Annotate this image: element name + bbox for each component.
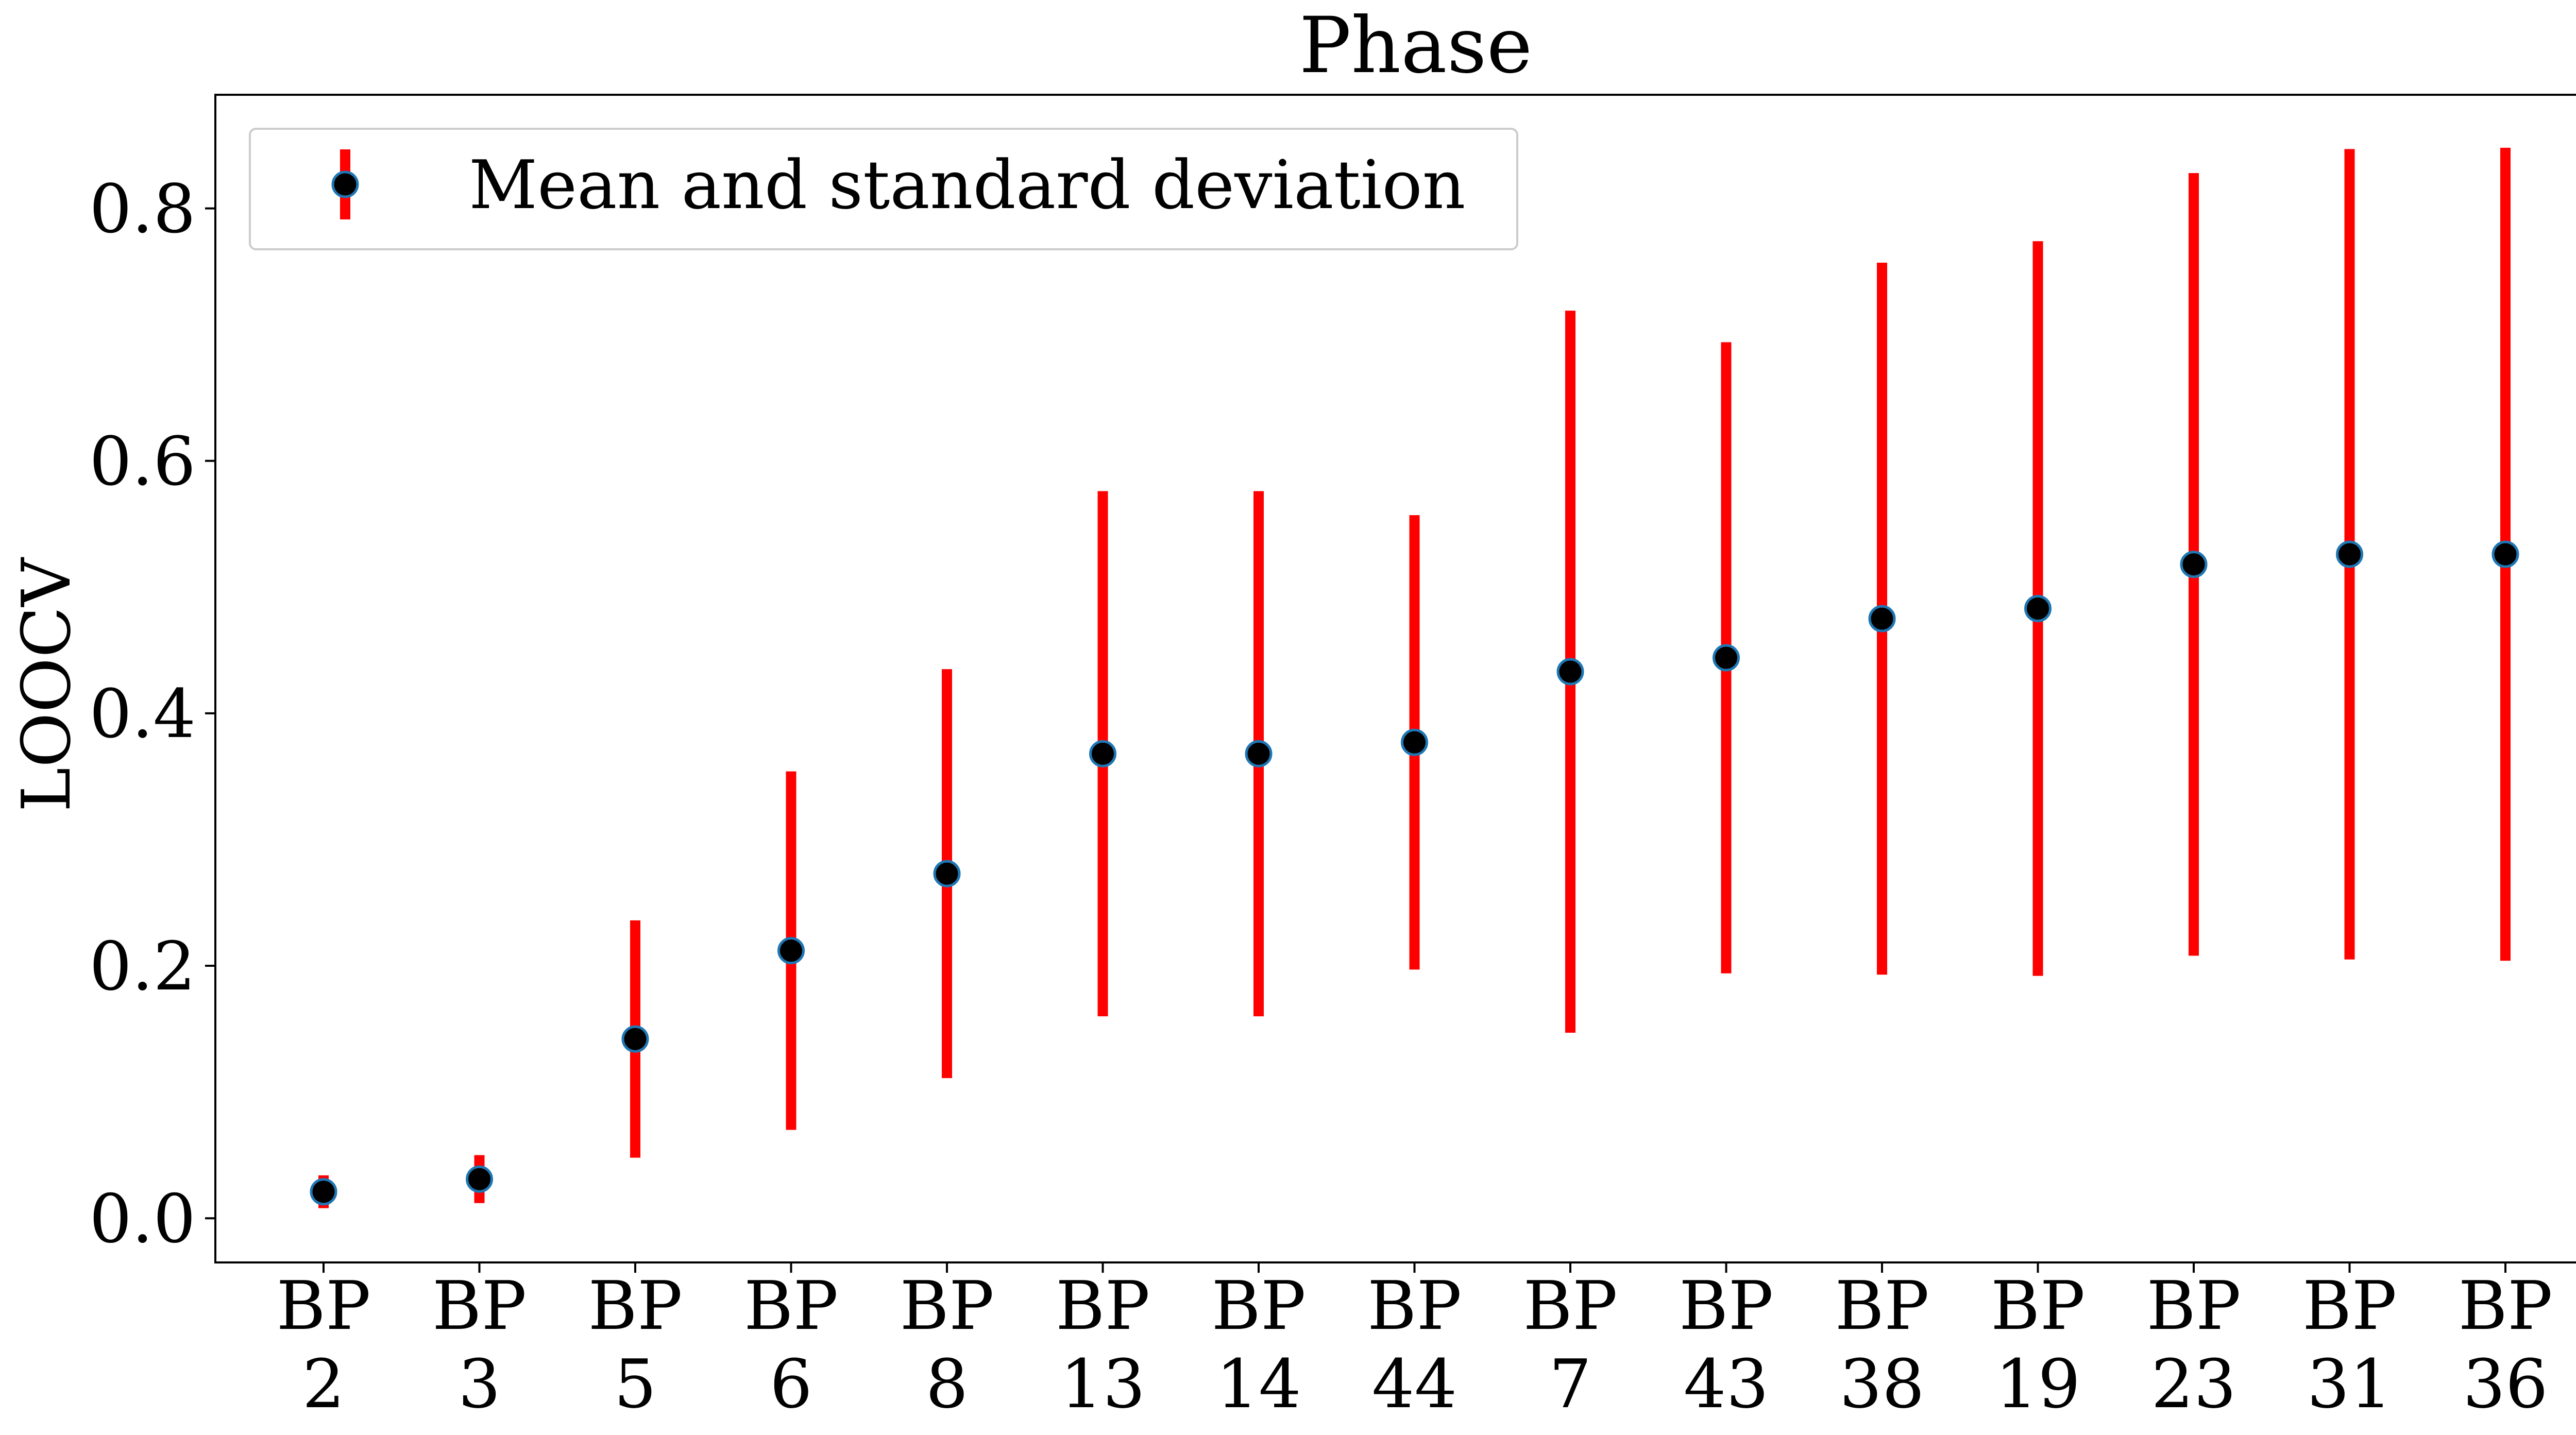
x-tick-label: BP 6 (744, 1267, 838, 1423)
y-tick-label: 0.4 (89, 675, 196, 753)
x-tick-label: BP 5 (588, 1267, 682, 1423)
x-tick-label: BP 44 (1367, 1267, 1462, 1423)
x-tick-label: BP 7 (1523, 1267, 1617, 1423)
mean-point (310, 1178, 337, 1206)
x-tick-label: BP 13 (1056, 1267, 1150, 1423)
x-tick-label: BP 2 (276, 1267, 370, 1423)
x-tick-label: BP 43 (1679, 1267, 1773, 1423)
y-tick-label: 0.0 (89, 1180, 196, 1258)
x-tick-label: BP 31 (2302, 1267, 2397, 1423)
x-tick-label: BP 38 (1835, 1267, 1929, 1423)
legend-label: Mean and standard deviation (469, 146, 1465, 224)
plot-area: 0.0 0.2 0.4 0.6 0.8 BP 2 BP 3 BP 5 BP 6 BP 8 BP 13 BP 14 BP… (89, 147, 2553, 1423)
mean-point (1556, 658, 1584, 686)
y-tick-label: 0.8 (89, 170, 196, 248)
legend: Mean and standard deviation (249, 128, 1518, 250)
mean-point (2492, 540, 2519, 568)
mean-point (1713, 644, 1740, 672)
mean-point (1245, 740, 1273, 767)
y-axis-label: LOOCV (7, 557, 86, 812)
mean-point (621, 1025, 649, 1053)
x-tick-label: BP 36 (2458, 1267, 2552, 1423)
mean-point (2180, 551, 2208, 578)
y-tick-label: 0.6 (89, 422, 196, 501)
mean-point (2024, 594, 2052, 622)
mean-point (777, 937, 805, 965)
x-tick-label: BP 3 (432, 1267, 527, 1423)
mean-point (1401, 728, 1428, 756)
legend-marker (331, 170, 359, 198)
y-tick-label: 0.2 (89, 927, 196, 1005)
x-tick-label: BP 8 (900, 1267, 994, 1423)
legend-box (249, 128, 1518, 250)
x-tick-label: BP 19 (1991, 1267, 2085, 1423)
mean-point (1868, 605, 1896, 633)
x-tick-label: BP 23 (2146, 1267, 2241, 1423)
mean-point (1089, 740, 1116, 767)
mean-point (2336, 540, 2363, 568)
mean-point (933, 860, 961, 887)
mean-point (466, 1165, 493, 1193)
plot-frame (214, 94, 2576, 1263)
x-tick-label: BP 14 (1211, 1267, 1306, 1423)
chart-title: Phase (1299, 1, 1533, 91)
